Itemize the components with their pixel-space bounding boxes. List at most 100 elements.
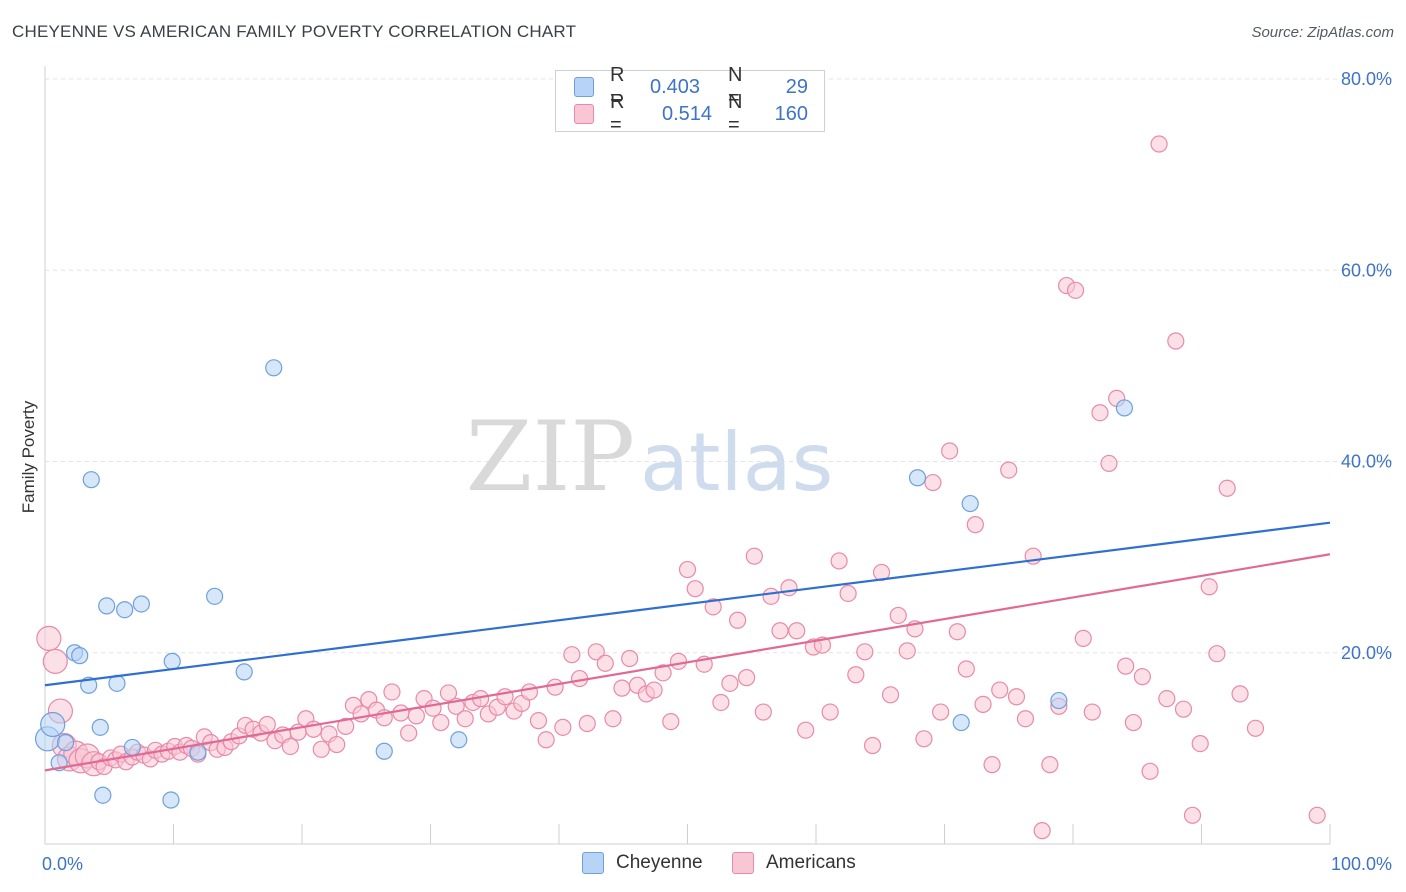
cheyenne-trend-line <box>44 521 1331 687</box>
americans-point <box>456 710 474 728</box>
americans-point <box>587 643 605 661</box>
americans-point <box>1016 710 1035 728</box>
cheyenne-point <box>91 718 109 736</box>
americans-point <box>889 606 907 625</box>
axes <box>44 66 1331 845</box>
americans-point <box>915 730 933 748</box>
trend-lines <box>44 521 1331 772</box>
americans-point <box>948 623 966 641</box>
cheyenne-point <box>98 597 116 615</box>
series-swatch-americans <box>732 852 754 874</box>
americans-point <box>596 654 614 672</box>
americans-point <box>407 707 425 725</box>
americans-point <box>1231 685 1249 703</box>
americans-point <box>1066 281 1085 299</box>
series-legend: Cheyenne Americans <box>0 852 1406 878</box>
gridlines <box>45 78 1392 654</box>
cheyenne-point <box>132 595 150 613</box>
americans-point <box>42 648 68 674</box>
watermark-zip: ZIP <box>466 401 635 513</box>
americans-point <box>1208 645 1226 663</box>
cheyenne-point <box>961 494 979 513</box>
americans-point <box>621 649 639 668</box>
series-legend-cheyenne: Cheyenne <box>582 852 703 874</box>
americans-point <box>1117 657 1135 675</box>
chart-source: Source: ZipAtlas.com <box>1251 24 1394 41</box>
americans-point <box>1100 454 1118 473</box>
series-label-americans: Americans <box>766 852 856 873</box>
cheyenne-point <box>71 647 89 665</box>
americans-point <box>1167 332 1185 350</box>
cheyenne-point <box>40 711 66 738</box>
y-tick-label: 80.0% <box>1341 69 1392 89</box>
americans-point <box>932 703 950 721</box>
legend-row-cheyenne: R = 0.403 N = 29 <box>574 64 808 109</box>
cheyenne-points <box>34 359 1134 809</box>
americans-point <box>1246 719 1265 737</box>
americans-point <box>821 703 839 721</box>
americans-point <box>400 724 418 742</box>
americans-point <box>1158 690 1176 708</box>
americans-point <box>36 625 62 652</box>
cheyenne-point <box>94 786 112 804</box>
americans-point <box>1091 404 1109 422</box>
americans-point <box>563 646 581 664</box>
y-axis-label: Family Poverty <box>19 400 38 513</box>
americans-point <box>537 731 555 749</box>
americans-point <box>662 712 680 731</box>
americans-point <box>604 710 622 728</box>
cheyenne-point <box>162 791 180 809</box>
americans-point <box>762 587 780 605</box>
legend-n-value: 29 <box>785 75 808 98</box>
legend-n-value: 160 <box>774 102 808 125</box>
y-tick-label: 20.0% <box>1341 643 1392 663</box>
stats-legend: R = 0.403 N = 29 R = 0.514 N = 160 <box>555 64 825 136</box>
americans-point <box>754 703 772 721</box>
americans-point <box>1124 713 1142 732</box>
tick-labels: 20.0% 40.0% 60.0% 80.0% 0.0% 100.0% <box>42 69 1392 874</box>
americans-point <box>704 598 722 616</box>
americans-point <box>554 718 572 736</box>
americans-point <box>1141 762 1159 780</box>
cheyenne-point <box>82 471 100 489</box>
americans-point <box>898 642 916 660</box>
y-tick-label: 60.0% <box>1341 260 1392 280</box>
americans-point <box>881 686 900 704</box>
americans-point <box>669 652 688 670</box>
americans-point <box>839 584 857 603</box>
americans-point <box>1218 479 1236 497</box>
cheyenne-point <box>908 469 927 487</box>
americans-point <box>729 611 747 629</box>
americans-point <box>745 547 763 565</box>
americans-point <box>983 756 1001 774</box>
americans-point <box>712 693 730 712</box>
chart-title: CHEYENNE VS AMERICAN FAMILY POVERTY CORR… <box>12 22 577 41</box>
legend-r-label: R = <box>610 64 625 109</box>
americans-point <box>424 699 442 717</box>
americans-point <box>941 442 959 460</box>
americans-point <box>678 560 697 579</box>
cheyenne-point <box>450 731 468 749</box>
americans-point <box>578 714 596 733</box>
americans-point <box>1033 822 1051 840</box>
cheyenne-point <box>235 663 253 681</box>
americans-point <box>1200 578 1218 596</box>
americans-point <box>788 622 806 640</box>
x-tick-label: 0.0% <box>42 854 83 874</box>
americans-point <box>1041 756 1059 774</box>
americans-point <box>312 740 330 758</box>
americans-point <box>738 669 756 687</box>
americans-point <box>797 721 815 739</box>
legend-r-value: 0.403 <box>650 75 701 98</box>
americans-point <box>686 580 704 598</box>
cheyenne-point <box>952 713 970 732</box>
cheyenne-point <box>123 738 141 757</box>
americans-point <box>1000 461 1018 479</box>
legend-row-americans: R = 0.514 N = 160 <box>574 91 808 136</box>
cheyenne-point <box>265 359 283 377</box>
legend-r-value: 0.514 <box>662 102 713 125</box>
americans-point <box>1183 806 1202 824</box>
americans-point <box>1074 629 1092 648</box>
americans-point <box>352 705 370 723</box>
